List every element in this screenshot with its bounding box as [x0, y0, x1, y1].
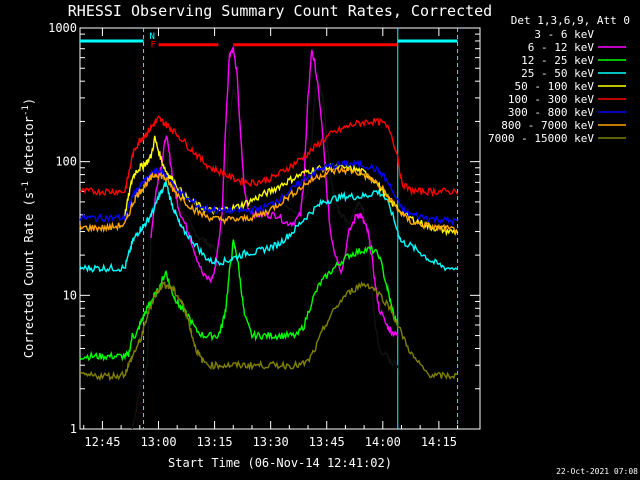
x-tick-label: 13:30 [253, 435, 289, 449]
series-line [79, 165, 459, 234]
series-line [79, 159, 458, 227]
series-layer [79, 46, 459, 430]
y-axis-label-sup1: -1 [21, 181, 31, 192]
axis-ticks [80, 28, 480, 430]
legend-label: 6 - 12 keV [528, 41, 595, 54]
flag-label: F [151, 41, 156, 51]
interval-markers [143, 28, 459, 429]
x-tick-label: 13:15 [197, 435, 233, 449]
legend-label: 100 - 300 keV [508, 93, 594, 106]
y-axis-label-mid: detector [22, 116, 36, 181]
legend-label: 3 - 6 keV [534, 28, 594, 41]
flag-bars: FN [80, 32, 458, 51]
flag-label: N [150, 32, 155, 42]
y-tick-label: 1000 [48, 21, 77, 35]
legend-label: 12 - 25 keV [521, 54, 594, 67]
legend-label: 25 - 50 keV [521, 67, 594, 80]
legend-label: 800 - 7000 keV [501, 119, 594, 132]
series-line [79, 180, 459, 273]
x-tick-label: 13:00 [140, 435, 176, 449]
x-tick-labels: 12:45 13:00 13:15 13:30 13:45 14:00 14:15 [84, 435, 457, 449]
legend-label: 50 - 100 keV [515, 80, 595, 93]
series-line [79, 239, 399, 362]
y-tick-labels: 1 10 100 1000 [48, 21, 77, 436]
y-tick-label: 10 [63, 288, 77, 302]
y-axis-label-sup2: -1 [21, 105, 31, 116]
legend-label: 7000 - 15000 keV [488, 132, 594, 145]
y-tick-label: 100 [55, 155, 77, 169]
x-tick-label: 14:00 [365, 435, 401, 449]
chart-title: RHESSI Observing Summary Count Rates, Co… [68, 2, 492, 20]
series-line [79, 115, 459, 198]
plot-frame [79, 27, 481, 430]
legend-label: 300 - 800 keV [508, 106, 594, 119]
x-tick-label: 12:45 [84, 435, 120, 449]
series-line [150, 46, 399, 338]
legend-header: Det 1,3,6,9, Att 0 [511, 14, 630, 27]
y-axis-label-end: ) [22, 98, 36, 105]
x-tick-label: 13:45 [309, 435, 345, 449]
x-tick-label: 14:15 [421, 435, 457, 449]
y-tick-label: 1 [70, 422, 77, 436]
series-line [79, 280, 458, 382]
y-axis-label-part: Corrected Count Rate (s [22, 192, 36, 358]
series-line [124, 135, 459, 237]
timestamp: 22-Oct-2021 07:08 [556, 467, 638, 476]
x-axis-label: Start Time (06-Nov-14 12:41:02) [168, 456, 392, 470]
y-axis-label: Corrected Count Rate (s-1 detector-1) [21, 98, 36, 358]
